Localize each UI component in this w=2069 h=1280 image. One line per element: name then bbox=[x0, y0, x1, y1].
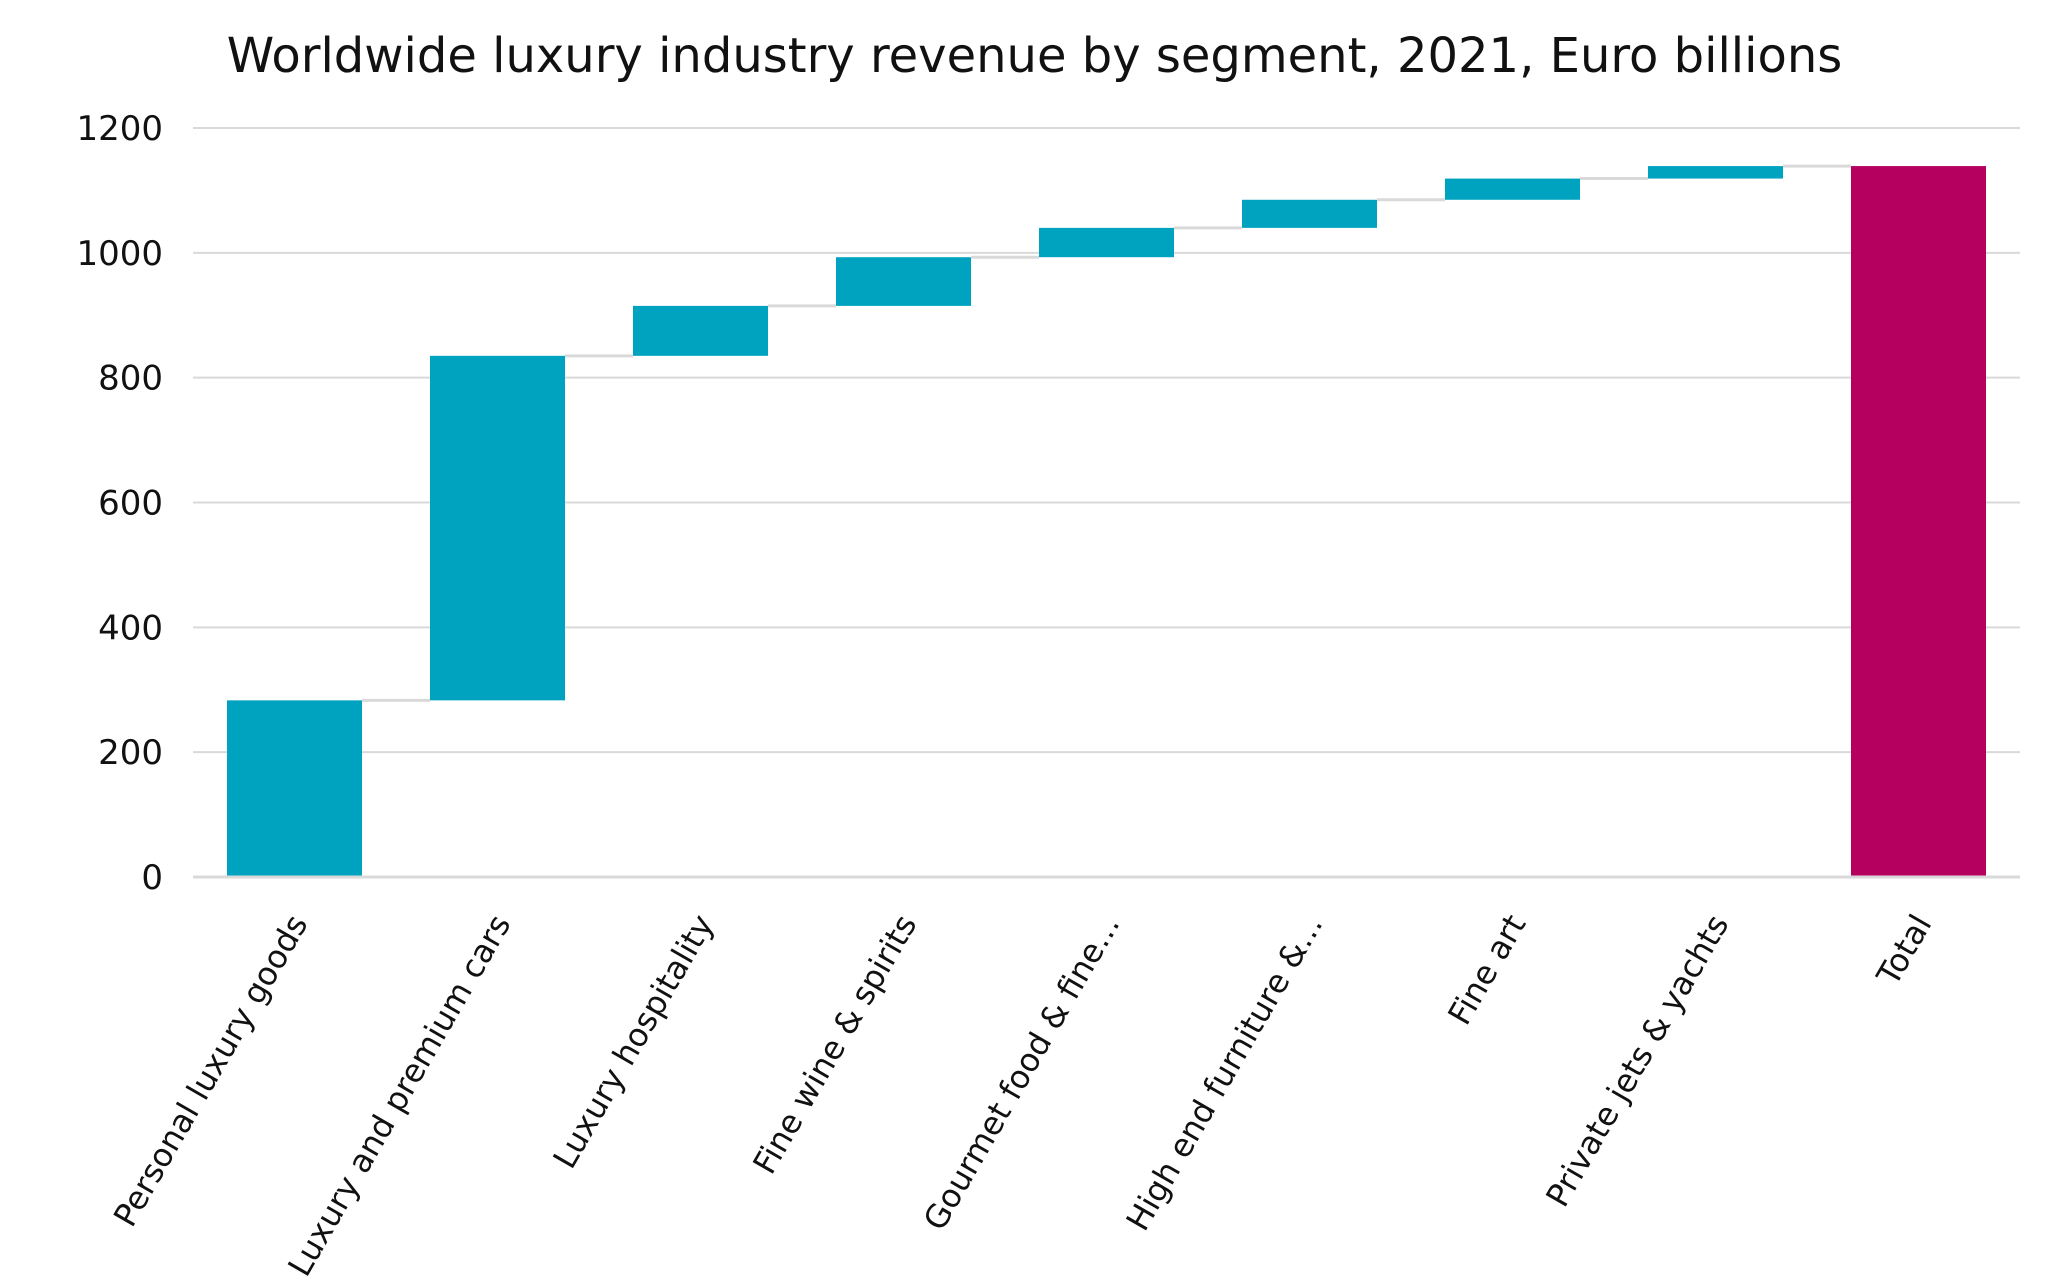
x-category-label: Fine wine & spirits bbox=[745, 908, 924, 1180]
x-category-label: Private jets & yachts bbox=[1538, 908, 1736, 1213]
waterfall-bar bbox=[836, 257, 971, 306]
x-category-label: High end furniture &... bbox=[1118, 908, 1330, 1237]
total-bar bbox=[1851, 166, 1986, 878]
connector-layer bbox=[361, 164, 1852, 702]
waterfall-bar bbox=[1648, 166, 1783, 179]
waterfall-bar bbox=[227, 700, 362, 877]
waterfall-bar bbox=[633, 305, 768, 356]
x-category-label: Total bbox=[1869, 908, 1940, 993]
chart-title: Worldwide luxury industry revenue by seg… bbox=[226, 28, 1843, 84]
y-tick-label: 0 bbox=[141, 858, 163, 898]
waterfall-bar bbox=[430, 355, 565, 701]
waterfall-bar bbox=[1242, 199, 1377, 228]
x-category-label: Luxury and premium cars bbox=[280, 908, 518, 1280]
waterfall-bar bbox=[1445, 178, 1580, 200]
waterfall-bar bbox=[1039, 227, 1174, 258]
y-tick-label: 600 bbox=[98, 484, 163, 524]
bar-layer bbox=[227, 166, 1986, 878]
y-tick-label: 1200 bbox=[76, 109, 163, 149]
x-category-label: Luxury hospitality bbox=[545, 908, 721, 1175]
y-tick-label: 200 bbox=[98, 733, 163, 773]
x-category-label: Personal luxury goods bbox=[106, 908, 316, 1233]
x-category-label: Gourmet food & fine... bbox=[916, 908, 1128, 1237]
x-category-label: Fine art bbox=[1440, 908, 1533, 1031]
y-tick-label: 400 bbox=[98, 608, 163, 648]
y-tick-labels: 0 200 400 600 800 1000 1200 bbox=[76, 109, 163, 898]
y-tick-label: 1000 bbox=[76, 234, 163, 274]
y-tick-label: 800 bbox=[98, 359, 163, 399]
